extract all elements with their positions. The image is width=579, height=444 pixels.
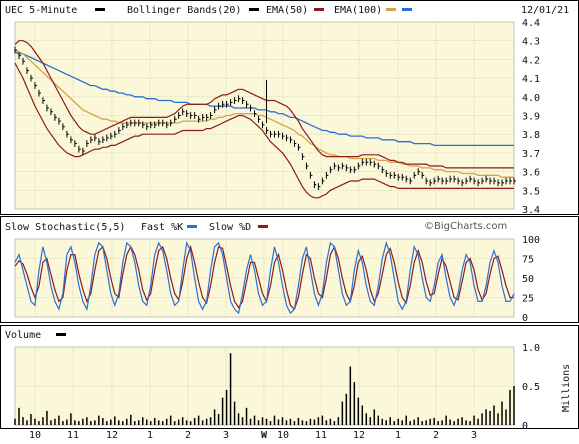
ema50-line — [14, 49, 514, 178]
xtick-label: 11 — [315, 430, 327, 441]
stoch-ytick-label: 50 — [522, 274, 534, 285]
price-title: UEC 5-Minute — [5, 5, 77, 16]
price-ytick-label: 4.3 — [522, 37, 540, 48]
xtick-label: 10 — [29, 430, 41, 441]
bollinger-legend-label: Bollinger Bands(20) — [127, 5, 241, 16]
volume-legend-swatch — [56, 333, 66, 336]
xtick-label: 1 — [395, 430, 401, 441]
stoch-ytick-label: 75 — [522, 255, 534, 266]
fastk-legend-label: Fast %K — [141, 222, 183, 233]
stoch-ytick-label: 0 — [522, 313, 528, 324]
price-ytick-label: 3.7 — [522, 149, 540, 160]
xtick-label: 10 — [277, 430, 289, 441]
xtick-label: 12 — [106, 430, 118, 441]
volume-ytick-label: 0.5 — [522, 382, 540, 393]
stoch-ytick-label: 25 — [522, 294, 534, 305]
price-ytick-label: 3.5 — [522, 186, 540, 197]
price-ytick-label: 4.2 — [522, 55, 540, 66]
price-ytick-label: 3.9 — [522, 112, 540, 123]
slowd-line — [14, 244, 514, 311]
xtick-label: 1 — [147, 430, 153, 441]
price-ytick-label: 4.1 — [522, 74, 540, 85]
price-ytick-label: 3.8 — [522, 130, 540, 141]
xtick-label: 11 — [67, 430, 79, 441]
xtick-label: 2 — [185, 430, 191, 441]
bollinger-upper-line — [14, 40, 514, 169]
price-legend-swatch-0 — [95, 8, 105, 11]
volume-bars-layer — [14, 353, 515, 425]
axis-tick-labels: 4.44.34.24.14.03.93.83.73.63.53.41007550… — [29, 18, 540, 441]
xtick-label: 3 — [223, 430, 229, 441]
xtick-label: 12 — [353, 430, 365, 441]
xtick-label: 3 — [471, 430, 477, 441]
price-plot-area — [14, 21, 515, 210]
fastk-line — [14, 240, 515, 315]
volume-ytick-label: 1.0 — [522, 343, 540, 354]
price-series-layer — [14, 40, 516, 199]
fastk-legend-swatch — [187, 225, 197, 228]
stoch-ytick-label: 100 — [522, 235, 540, 246]
bollinger-lower-line — [14, 62, 514, 199]
volume-ytick-label: 0 — [522, 421, 528, 432]
volume-ylabel: Millions — [561, 364, 572, 412]
price-ytick-label: 4.4 — [522, 18, 540, 29]
xtick-label: 2 — [433, 430, 439, 441]
price-ytick-label: 4.0 — [522, 93, 540, 104]
ema100-line — [14, 51, 514, 147]
stochastic-series-layer — [14, 240, 515, 315]
price-date: 12/01/21 — [521, 5, 569, 16]
price-ytick-label: 3.4 — [522, 205, 540, 216]
volume-title: Volume — [5, 330, 41, 341]
slowd-legend-label: Slow %D — [209, 222, 251, 233]
ema100-legend-swatch — [386, 8, 396, 11]
bollinger-legend-swatch — [249, 8, 259, 11]
stochastic-title: Slow Stochastic(5,5) — [5, 222, 125, 233]
volume-plot-area — [14, 346, 515, 426]
watermark: ©BigCharts.com — [424, 221, 507, 232]
xtick-label: W — [261, 430, 268, 441]
price-ytick-label: 3.6 — [522, 168, 540, 179]
ema50-legend-swatch — [314, 8, 324, 11]
ema100-legend-label: EMA(100) — [334, 5, 382, 16]
blue-legend-swatch — [402, 8, 412, 11]
slowd-legend-swatch — [258, 225, 268, 228]
ema50-legend-label: EMA(50) — [266, 5, 308, 16]
